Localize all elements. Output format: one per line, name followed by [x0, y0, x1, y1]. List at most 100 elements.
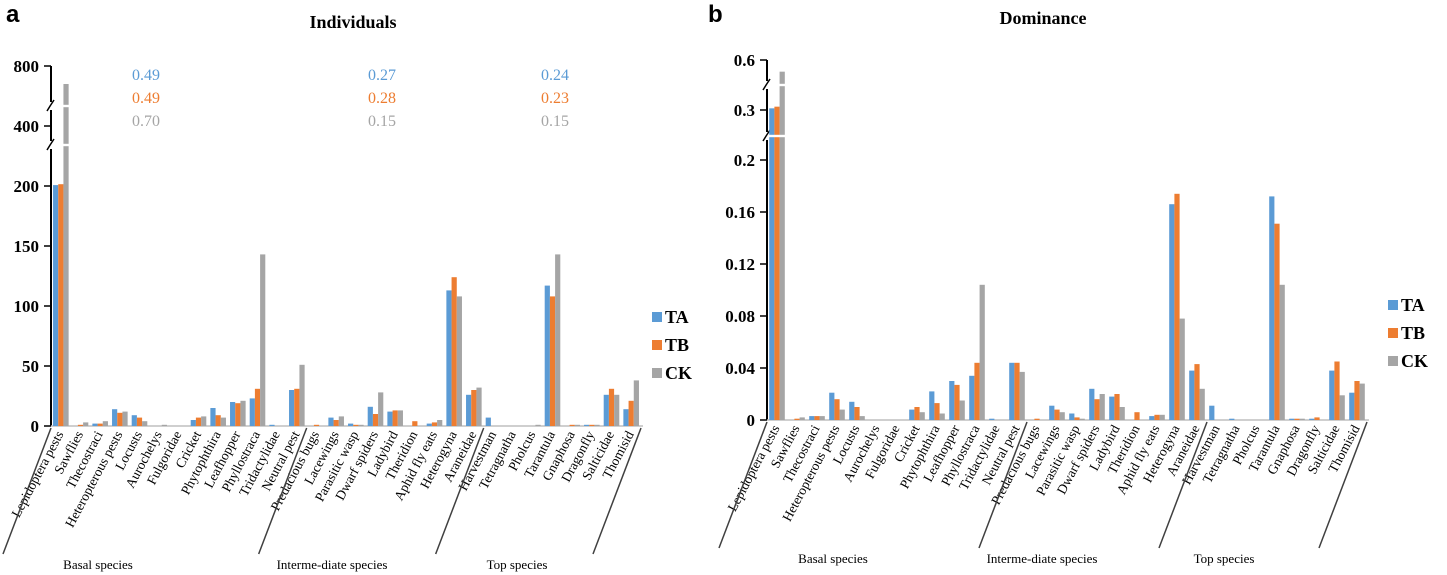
- group-divider: [257, 427, 308, 555]
- bar-ck: [437, 420, 443, 426]
- bar-tb: [215, 415, 221, 426]
- bar-ta: [1209, 405, 1215, 420]
- bar-ta: [92, 423, 98, 426]
- y-tick-label: 200: [14, 177, 40, 196]
- bar-tb: [1274, 223, 1280, 420]
- bar-tb: [774, 106, 780, 421]
- bar-ck: [1159, 414, 1165, 420]
- legend-swatch-ta: [652, 312, 662, 322]
- bar-tb: [313, 424, 320, 426]
- bar-ta: [485, 417, 491, 426]
- bar-tb: [1014, 362, 1020, 420]
- bar-ta: [1049, 405, 1055, 420]
- bar-ck: [1059, 412, 1065, 420]
- bar-ta: [623, 409, 629, 426]
- group-label: Basal species: [798, 551, 868, 566]
- bar-tb: [333, 420, 339, 426]
- bar-ck: [799, 417, 805, 420]
- y-axis: [762, 60, 771, 420]
- bar-ck: [63, 84, 69, 426]
- bar-ck: [201, 416, 207, 426]
- y-tick-label: 0.3: [734, 101, 755, 120]
- break-gap: [53, 104, 77, 108]
- bar-ck: [819, 416, 825, 420]
- break-gap: [769, 83, 793, 87]
- y-tick-label: 800: [14, 57, 40, 76]
- bar-ta: [446, 290, 452, 426]
- legend-swatch-ck: [652, 368, 662, 378]
- annotation-tb: 0.23: [541, 90, 569, 107]
- bar-ta: [929, 391, 935, 420]
- bar-ck: [979, 284, 985, 420]
- bar-ta: [289, 390, 295, 426]
- bar-tb: [1334, 361, 1340, 420]
- break-gap: [769, 134, 793, 138]
- bar-ta: [603, 394, 609, 426]
- bar-tb: [235, 403, 241, 426]
- bar-tb: [1034, 418, 1040, 420]
- panel-a-title: Individuals: [309, 12, 396, 32]
- bar-ta: [989, 418, 995, 420]
- y-tick-label: 50: [22, 357, 39, 376]
- bar-ta: [1149, 416, 1155, 420]
- bar-ck: [919, 412, 925, 420]
- bar-ck: [959, 400, 965, 420]
- annotation-tb: 0.28: [368, 90, 396, 107]
- bar-ck: [1179, 318, 1185, 420]
- y-tick-label: 0.04: [725, 359, 755, 378]
- bar-ck: [358, 424, 364, 426]
- bar-ta: [769, 108, 775, 420]
- panel-b-chart: 0 0.04 0.08 0.12 0.16 0.2 0.3 0.6 Lepidoptera pe…: [718, 51, 1428, 566]
- bar-ta: [1349, 392, 1355, 420]
- panel-b-letter: b: [708, 1, 723, 28]
- bar-tb: [195, 417, 202, 426]
- x-tick-label: Lepidoptera pests: [725, 422, 783, 513]
- bar-tb: [1094, 399, 1100, 420]
- annotation-ta: 0.27: [368, 67, 396, 84]
- group-label: Top species: [487, 557, 548, 572]
- group-label: Interme-diate species: [277, 557, 388, 572]
- bar-ta: [112, 409, 118, 426]
- x-tick-label: Lepidoptera pests: [8, 428, 66, 519]
- bar-ck: [102, 421, 108, 426]
- group-label: Top species: [1194, 551, 1255, 566]
- bar-ck: [1279, 284, 1285, 420]
- bar-tb: [1354, 381, 1360, 420]
- bar-tb: [549, 296, 556, 426]
- bar-tb: [1054, 409, 1060, 420]
- bar-ck: [779, 71, 785, 421]
- bar-ta: [969, 375, 975, 420]
- legend-label-ta: TA: [665, 307, 689, 327]
- bar-tb: [372, 414, 379, 426]
- bar-ck: [220, 417, 226, 426]
- y-tick-label: 100: [14, 297, 40, 316]
- bar-ck: [939, 413, 945, 420]
- bar-ta: [1009, 362, 1015, 420]
- bar-ta: [949, 381, 955, 420]
- bar-ta: [210, 408, 216, 426]
- bar-ta: [269, 424, 275, 426]
- bar-tb: [954, 384, 960, 420]
- bar-ta: [1269, 196, 1275, 420]
- bar-ta: [387, 411, 393, 426]
- bar-ta: [249, 398, 255, 426]
- bar-ck: [338, 416, 344, 426]
- bar-tb: [794, 418, 800, 420]
- bar-ta: [849, 401, 855, 420]
- group-divider: [1158, 421, 1208, 549]
- bar-ck: [476, 387, 482, 426]
- legend-label-ta: TA: [1401, 295, 1425, 315]
- bar-ta: [131, 415, 137, 426]
- bar-tb: [412, 421, 418, 426]
- panel-a-letter: a: [6, 1, 20, 28]
- legend: TA TB CK: [652, 307, 692, 383]
- bar-tb: [1074, 417, 1080, 420]
- annotation-ck: 0.70: [132, 113, 160, 130]
- bar-ck: [1199, 388, 1205, 420]
- bar-tb: [1294, 418, 1300, 420]
- bar-tb: [974, 362, 980, 420]
- y-tick-label: 0: [747, 411, 756, 430]
- bar-ta: [1069, 413, 1075, 420]
- bar-tb: [1194, 364, 1200, 420]
